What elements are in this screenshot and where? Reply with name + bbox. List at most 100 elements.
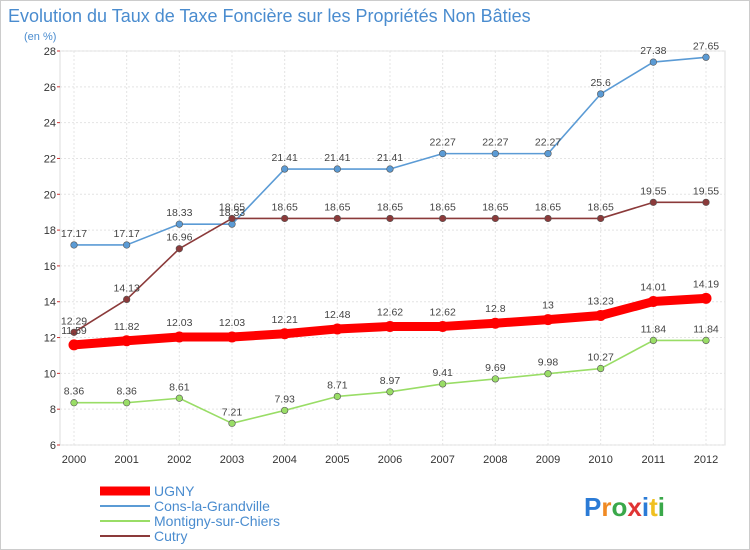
- data-label-montigny-sur-chiers: 8.36: [116, 386, 137, 398]
- data-point-ugny: [121, 335, 133, 347]
- data-label-cutry: 18.65: [324, 201, 350, 213]
- data-point-cutry: [386, 214, 394, 223]
- data-label-cutry: 18.65: [482, 201, 508, 213]
- data-point-ugny: [226, 331, 238, 343]
- data-label-cutry: 14.13: [114, 282, 140, 294]
- data-label-montigny-sur-chiers: 8.36: [64, 386, 85, 398]
- y-tick-label: 10: [44, 368, 56, 380]
- data-point-cons-la-grandville: [544, 150, 552, 158]
- data-label-cutry: 19.55: [640, 185, 666, 197]
- data-label-ugny: 13: [542, 300, 554, 312]
- data-point-cons-la-grandville: [702, 53, 710, 61]
- data-point-cons-la-grandville: [491, 150, 499, 158]
- data-point-cutry: [281, 214, 289, 223]
- data-point-cutry: [702, 198, 710, 206]
- data-label-ugny: 14.19: [693, 278, 719, 290]
- x-tick-label: 2005: [325, 454, 349, 466]
- data-label-cons-la-grandville: 22.27: [482, 137, 508, 149]
- y-tick-label: 8: [50, 404, 56, 416]
- y-tick-label: 22: [44, 153, 56, 165]
- data-point-ugny: [173, 331, 185, 343]
- legend-entry-cutry: Cutry: [154, 528, 187, 544]
- data-label-cons-la-grandville: 22.27: [535, 137, 561, 149]
- data-point-ugny: [700, 292, 712, 304]
- data-label-montigny-sur-chiers: 7.21: [222, 406, 243, 418]
- y-tick-label: 28: [44, 46, 56, 58]
- x-tick-label: 2012: [694, 454, 718, 466]
- data-point-ugny: [489, 317, 501, 329]
- data-label-ugny: 11.59: [61, 325, 87, 337]
- x-tick-label: 2001: [114, 454, 138, 466]
- data-label-ugny: 14.01: [640, 282, 666, 294]
- data-point-cons-la-grandville: [386, 165, 394, 173]
- x-tick-label: 2003: [220, 454, 244, 466]
- data-label-montigny-sur-chiers: 9.41: [432, 367, 453, 379]
- chart-title: Evolution du Taux de Taxe Foncière sur l…: [8, 6, 531, 26]
- data-label-ugny: 12.48: [324, 309, 350, 321]
- x-tick-label: 2008: [483, 454, 507, 466]
- data-label-montigny-sur-chiers: 11.84: [693, 323, 719, 335]
- data-label-cutry: 18.65: [272, 201, 298, 213]
- data-point-cons-la-grandville: [597, 90, 605, 98]
- legend: UGNYCons-la-GrandvilleMontigny-sur-Chier…: [100, 483, 280, 544]
- data-point-cutry: [175, 245, 183, 253]
- x-tick-label: 2011: [642, 454, 666, 466]
- data-point-cutry: [491, 214, 499, 223]
- data-label-cutry: 18.65: [430, 201, 456, 213]
- data-label-cutry: 18.65: [588, 201, 614, 213]
- proxiti-logo: Proxiti: [584, 492, 665, 522]
- data-point-montigny-sur-chiers: [70, 399, 78, 407]
- data-point-cons-la-grandville: [175, 220, 183, 228]
- data-label-cutry: 16.96: [166, 232, 192, 244]
- data-point-montigny-sur-chiers: [228, 419, 236, 427]
- data-label-cutry: 18.65: [219, 201, 245, 213]
- data-point-montigny-sur-chiers: [491, 375, 499, 383]
- data-point-montigny-sur-chiers: [175, 394, 183, 402]
- data-point-cons-la-grandville: [70, 241, 78, 249]
- data-label-cons-la-grandville: 27.38: [640, 45, 666, 57]
- data-point-cutry: [70, 328, 78, 336]
- data-label-ugny: 12.21: [272, 314, 298, 326]
- x-tick-label: 2002: [167, 454, 191, 466]
- data-label-ugny: 12.62: [430, 306, 456, 318]
- data-point-montigny-sur-chiers: [544, 370, 552, 378]
- data-label-cutry: 18.65: [535, 201, 561, 213]
- x-tick-label: 2007: [430, 454, 454, 466]
- data-label-montigny-sur-chiers: 7.93: [274, 393, 295, 405]
- data-label-ugny: 12.03: [219, 317, 245, 329]
- y-tick-label: 26: [44, 82, 56, 94]
- data-point-cons-la-grandville: [439, 150, 447, 158]
- y-tick-label: 6: [50, 440, 56, 452]
- plot-frame: [59, 50, 726, 446]
- data-point-cutry: [597, 214, 605, 223]
- data-point-cons-la-grandville: [123, 241, 131, 249]
- data-point-montigny-sur-chiers: [597, 364, 605, 373]
- data-label-cutry: 12.29: [61, 315, 87, 327]
- data-point-cutry: [333, 214, 341, 223]
- data-label-cons-la-grandville: 21.41: [272, 152, 298, 164]
- data-label-cutry: 19.55: [693, 185, 719, 197]
- data-point-cons-la-grandville: [281, 165, 289, 173]
- data-label-ugny: 12.62: [377, 306, 403, 318]
- x-tick-label: 2004: [272, 454, 296, 466]
- data-label-ugny: 12.8: [485, 303, 506, 315]
- data-point-ugny: [384, 320, 396, 332]
- data-label-ugny: 11.82: [114, 321, 140, 333]
- chart-subtitle: (en %): [24, 31, 56, 43]
- data-point-montigny-sur-chiers: [386, 388, 394, 396]
- data-point-montigny-sur-chiers: [439, 380, 447, 388]
- legend-entry-montigny-sur-chiers: Montigny-sur-Chiers: [154, 513, 280, 529]
- data-label-cons-la-grandville: 22.27: [430, 137, 456, 149]
- data-point-ugny: [68, 339, 80, 351]
- data-label-montigny-sur-chiers: 8.71: [327, 379, 348, 391]
- x-tick-label: 2000: [62, 454, 86, 466]
- x-tick-label: 2009: [536, 454, 560, 466]
- data-point-montigny-sur-chiers: [123, 399, 131, 407]
- plot-area: 6 8 10 12 14 16 18 20 22 24 26 28 2000 2001 2002 2003 20…: [44, 40, 726, 466]
- data-point-ugny: [647, 296, 659, 308]
- data-point-montigny-sur-chiers: [281, 406, 289, 415]
- y-tick-label: 12: [44, 333, 56, 345]
- data-label-montigny-sur-chiers: 8.97: [380, 375, 401, 387]
- data-label-cons-la-grandville: 25.6: [590, 77, 611, 89]
